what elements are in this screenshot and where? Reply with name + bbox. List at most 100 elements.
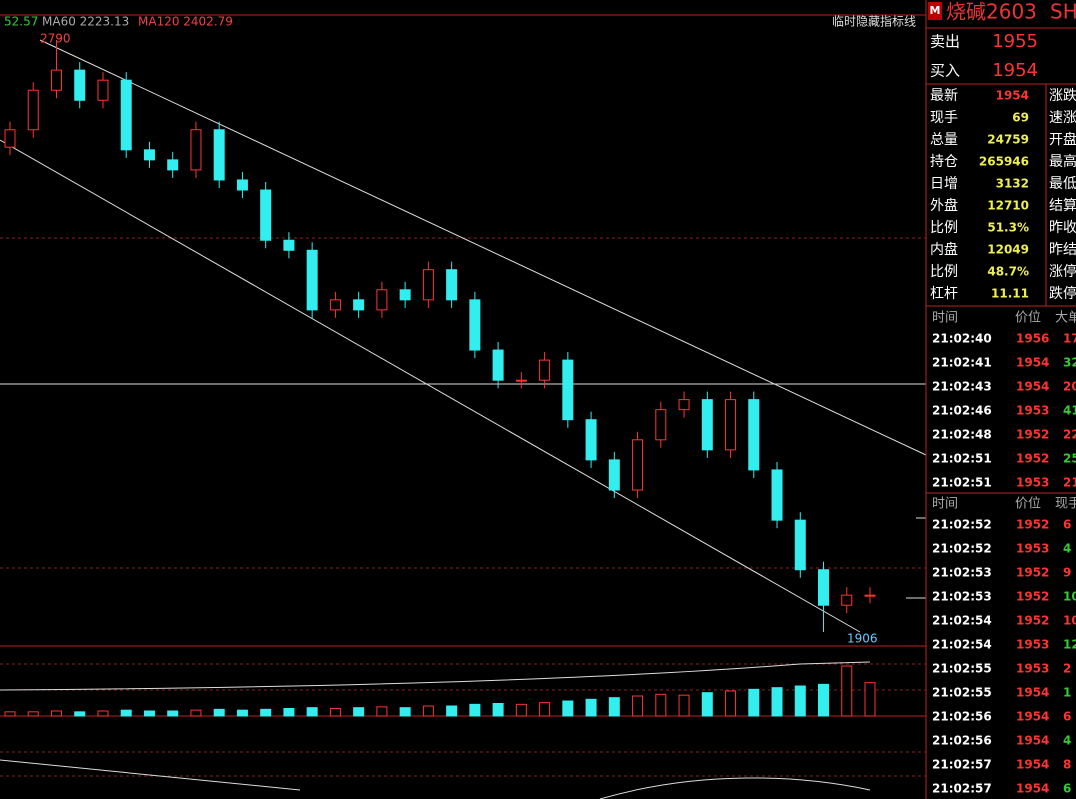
trade-price: 1952: [1016, 518, 1049, 532]
trade-time: 21:02:57: [932, 758, 992, 772]
quote-side-label: 结算: [1049, 198, 1076, 214]
quote-value: 1954: [996, 89, 1029, 103]
list-header: 价位: [1015, 497, 1041, 512]
indicator: MA120 2402.79: [138, 15, 233, 29]
candle-body: [446, 269, 458, 301]
trade-time: 21:02:40: [932, 332, 992, 346]
trade-time: 21:02:41: [932, 356, 992, 370]
quote-value: 48.7%: [987, 265, 1029, 279]
trade-volume: 12: [1063, 638, 1076, 652]
volume-bar: [725, 690, 737, 717]
volume-ma-line: [0, 661, 871, 691]
quote-label: 外盘: [930, 197, 958, 214]
trade-volume: 17: [1063, 332, 1076, 346]
trade-price: 1952: [1016, 452, 1049, 466]
channel-line: [39, 39, 927, 456]
quote-side-label: 涨跌: [1049, 88, 1076, 104]
trade-price: 1954: [1016, 356, 1049, 370]
trade-time: 21:02:55: [932, 662, 992, 676]
candle-body: [167, 159, 179, 171]
volume-bar: [74, 711, 86, 717]
trade-volume: 20: [1063, 380, 1076, 394]
trade-volume: 6: [1063, 710, 1071, 724]
trade-volume: 32: [1063, 356, 1076, 370]
candle-body: [539, 359, 551, 381]
candle-body: [283, 239, 295, 251]
quote-side-label: 昨结: [1049, 242, 1076, 258]
trade-time: 21:02:54: [932, 614, 992, 628]
quote-label: 总量: [930, 132, 958, 148]
quote-side-label: 最高: [1049, 153, 1076, 170]
candle-body: [678, 399, 690, 411]
volume-bar: [469, 703, 481, 717]
volume-bar: [353, 707, 365, 717]
candle-body: [143, 149, 155, 161]
candle-body: [376, 289, 388, 311]
low-label: 1906: [847, 632, 878, 646]
candle-body: [864, 594, 876, 597]
volume-bar: [701, 692, 713, 717]
quote-value: 24759: [987, 133, 1029, 147]
trade-price: 1953: [1016, 662, 1049, 676]
quote-value: 11.11: [991, 287, 1029, 301]
indicator-line: [0, 759, 871, 799]
hide-indicator-button[interactable]: 临时隐藏指标线: [832, 14, 916, 29]
volume-bar: [818, 683, 830, 717]
candle-body: [422, 269, 434, 301]
candle-body: [399, 289, 411, 301]
trade-price: 1954: [1016, 782, 1049, 796]
trade-price: 1954: [1016, 758, 1049, 772]
candle-body: [4, 129, 16, 148]
volume-bar: [260, 708, 272, 717]
volume-bar: [213, 708, 225, 717]
candle-body: [74, 69, 86, 101]
trade-volume: 4: [1063, 734, 1071, 748]
trade-volume: 6: [1063, 782, 1071, 796]
volume-bar: [167, 710, 179, 717]
candle-body: [120, 79, 132, 151]
volume-bar: [50, 710, 62, 717]
candle-body: [748, 399, 760, 471]
quote-label: 杠杆: [930, 286, 958, 302]
bid-ask-label: 卖出: [930, 33, 960, 51]
quote-label: 现手: [930, 110, 958, 126]
badge-bg: [928, 2, 942, 20]
volume-bar: [329, 708, 341, 717]
quote-side-label: 开盘: [1049, 131, 1076, 148]
quote-side-label: 昨收: [1049, 220, 1076, 236]
trade-time: 21:02:56: [932, 734, 992, 748]
volume-bar: [190, 709, 202, 717]
trade-volume: 6: [1063, 518, 1071, 532]
trade-volume: 25: [1063, 452, 1076, 466]
candle-body: [236, 179, 248, 191]
volume-bar: [678, 694, 690, 717]
trade-volume: 8: [1063, 758, 1071, 772]
quote-value: 12049: [987, 243, 1029, 257]
candle-body: [306, 249, 318, 311]
trade-volume: 4: [1063, 542, 1071, 556]
quote-label: 比例: [930, 220, 958, 236]
trade-price: 1956: [1016, 332, 1049, 346]
volume-bar: [120, 709, 132, 717]
trade-volume: 21: [1063, 476, 1076, 490]
volume-bar: [4, 711, 16, 717]
candle-body: [260, 189, 272, 241]
trade-volume: 22: [1063, 428, 1076, 442]
trade-time: 21:02:48: [932, 428, 992, 442]
volume-bar: [632, 695, 644, 717]
trade-price: 1954: [1016, 710, 1049, 724]
trade-price: 1952: [1016, 590, 1049, 604]
volume-bar: [143, 710, 155, 717]
volume-bar: [562, 700, 574, 717]
volume-bar: [771, 687, 783, 717]
trade-price: 1953: [1016, 638, 1049, 652]
volume-bar: [841, 665, 853, 717]
trade-price: 1952: [1016, 428, 1049, 442]
trade-price: 1952: [1016, 614, 1049, 628]
quote-value: 3132: [996, 177, 1029, 191]
candle-body: [190, 129, 202, 171]
bid-ask-price: 1955: [992, 31, 1038, 52]
trade-volume: 1: [1063, 686, 1071, 700]
candle-body: [632, 439, 644, 491]
trade-price: 1953: [1016, 542, 1049, 556]
